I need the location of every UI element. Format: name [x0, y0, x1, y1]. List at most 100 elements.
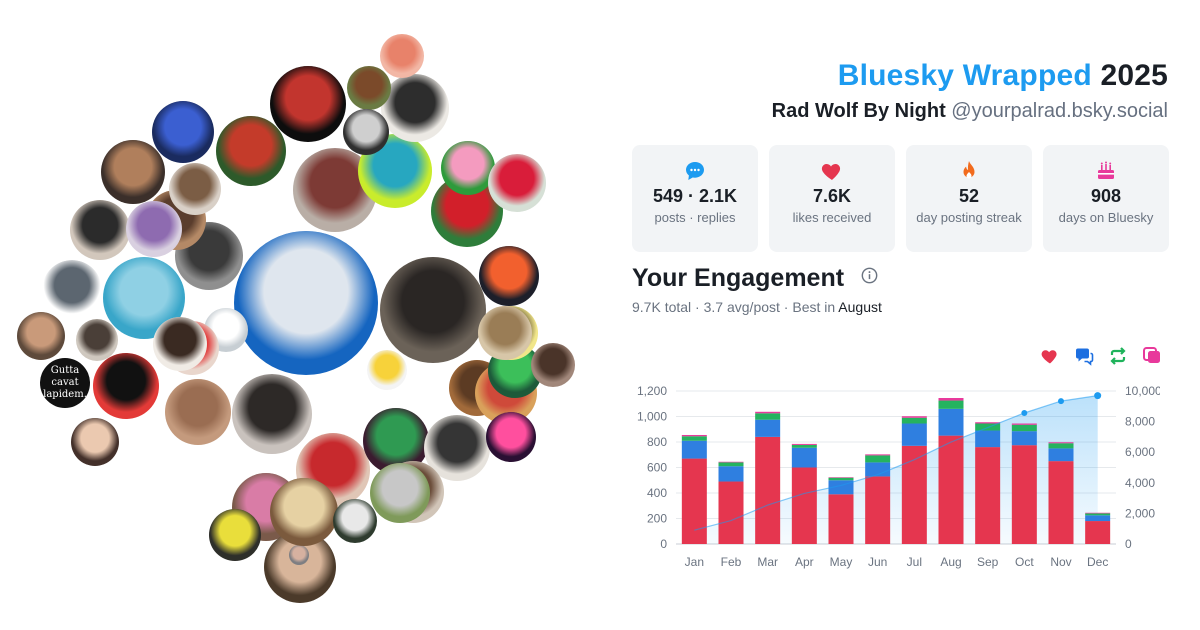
stat-card-days: 908 days on Bluesky [1043, 145, 1169, 252]
heart-icon[interactable] [1040, 346, 1060, 366]
avatar-cartoon-character[interactable] [216, 116, 286, 186]
avatar-td-logo[interactable] [479, 246, 539, 306]
avatar-subject [381, 74, 449, 142]
avatar-subject [370, 463, 430, 523]
x-tick-label: Apr [795, 555, 814, 569]
avatar-dog-sleeping[interactable] [478, 306, 532, 360]
engagement-avg: 3.7 avg/post [703, 299, 780, 315]
bar-segment-quote [1085, 512, 1111, 514]
bar-segment-heart [938, 435, 964, 544]
avatar-subject [152, 101, 214, 163]
info-icon[interactable] [861, 267, 878, 284]
bar-segment-heart [1011, 445, 1037, 544]
avatar-coffee-cup[interactable] [153, 317, 207, 371]
cumulative-line [694, 395, 1098, 531]
avatar-subject [479, 246, 539, 306]
avatar-man-vintage[interactable] [76, 319, 118, 361]
cumulative-point [1058, 398, 1064, 405]
avatar-wine-bottle[interactable] [126, 201, 182, 257]
repost-icon[interactable] [1108, 346, 1128, 366]
bar-segment-heart [681, 458, 707, 544]
y-right-tick-label: 8,000 [1125, 415, 1155, 429]
avatar-tattoo[interactable] [165, 379, 231, 445]
avatar-subject [153, 317, 207, 371]
avatar-woman-long-hair[interactable] [531, 343, 575, 387]
bar-segment-quote [755, 411, 781, 414]
avatar-subject [216, 116, 286, 186]
avatar-subject [343, 109, 389, 155]
avatar-blue-glow[interactable] [152, 101, 214, 163]
avatar-caption: Gutta cavat lapidem. [43, 365, 87, 400]
avatar-bearded-portrait[interactable] [381, 74, 449, 142]
bar-segment-quote [791, 443, 817, 445]
user-handle: @yourpalrad.bsky.social [951, 100, 1168, 122]
bar-segment-reply [938, 408, 964, 436]
avatar-subject [93, 353, 159, 419]
avatar-portrait-window[interactable] [17, 312, 65, 360]
avatar-pug[interactable] [101, 140, 165, 204]
avatar-highland-cow[interactable] [347, 66, 391, 110]
avatar-black-white-photo[interactable] [343, 109, 389, 155]
avatar-red-flower[interactable] [488, 154, 546, 212]
avatar-red-hat-figure[interactable] [270, 66, 346, 142]
y-right-tick-label: 4,000 [1125, 476, 1155, 490]
avatar-bird[interactable] [333, 499, 377, 543]
avatar-black-dog[interactable] [380, 257, 486, 363]
avatar-woman-white-hair[interactable] [370, 463, 430, 523]
bar-segment-heart [1048, 461, 1074, 544]
reply-icon[interactable] [1074, 346, 1094, 366]
avatar-subject [165, 379, 231, 445]
avatar-gray-cat[interactable] [42, 260, 102, 320]
bar-segment-heart [1085, 521, 1111, 544]
stat-value-days: 908 [1090, 186, 1122, 206]
bar-segment-reply [865, 462, 891, 477]
x-tick-label: Jan [685, 555, 704, 569]
avatar-subject [232, 374, 312, 454]
avatar-subject [347, 66, 391, 110]
avatar-woman-cap[interactable] [289, 545, 309, 565]
avatar-funko-pop[interactable] [234, 231, 378, 375]
bar-segment-quote [865, 454, 891, 456]
quote-icon[interactable] [1142, 346, 1162, 366]
avatar-gutta-cavat-lapidem[interactable]: Gutta cavat lapidem. [40, 358, 90, 408]
avatar-man-glasses-dark[interactable] [70, 200, 130, 260]
bar-segment-heart [865, 476, 891, 544]
y-right-tick-label: 0 [1125, 537, 1132, 551]
bar-segment-reply [1085, 515, 1111, 522]
flame-icon [963, 161, 975, 179]
avatar-red-wheel[interactable] [93, 353, 159, 419]
avatar-neon-figure[interactable] [486, 412, 536, 462]
avatar-bishop[interactable] [270, 478, 338, 546]
y-right-tick-label: 2,000 [1125, 506, 1155, 520]
avatar-simpsons-grandpa[interactable] [367, 350, 407, 390]
brand-title: Bluesky Wrapped [837, 59, 1092, 92]
bar-segment-reply [1011, 431, 1037, 446]
bar-segment-heart [828, 494, 854, 544]
bar-segment-quote [1011, 423, 1037, 425]
bar-segment-quote [1048, 442, 1074, 444]
avatar-woman-bob[interactable] [71, 418, 119, 466]
stat-card-posts: 549 · 2.1K posts · replies [632, 145, 758, 252]
bar-segment-heart [975, 447, 1001, 544]
x-tick-label: Feb [721, 555, 742, 569]
avatar-comic-panel[interactable] [209, 509, 261, 561]
avatar-subject [42, 260, 102, 320]
avatar-subject [71, 418, 119, 466]
bar-segment-repost [938, 400, 964, 409]
x-tick-label: May [830, 555, 853, 569]
display-name: Rad Wolf By Night [771, 100, 946, 122]
avatar-subject [367, 350, 407, 390]
y-left-tick-label: 800 [647, 435, 667, 449]
x-tick-label: Dec [1087, 555, 1108, 569]
avatar-subject [40, 358, 90, 408]
bar-segment-repost [865, 455, 891, 463]
bar-segment-repost [1048, 443, 1074, 449]
y-right-tick-label: 10,000 [1125, 384, 1160, 398]
stat-label-days: days on Bluesky [1058, 210, 1154, 225]
avatar-kirby[interactable] [441, 141, 495, 195]
bar-segment-quote [901, 416, 927, 418]
bar-segment-repost [828, 477, 854, 481]
avatar-gray-bob-hair[interactable] [232, 374, 312, 454]
avatar-sculpture[interactable] [169, 163, 221, 215]
avatar-pink-cartoon[interactable] [380, 34, 424, 78]
